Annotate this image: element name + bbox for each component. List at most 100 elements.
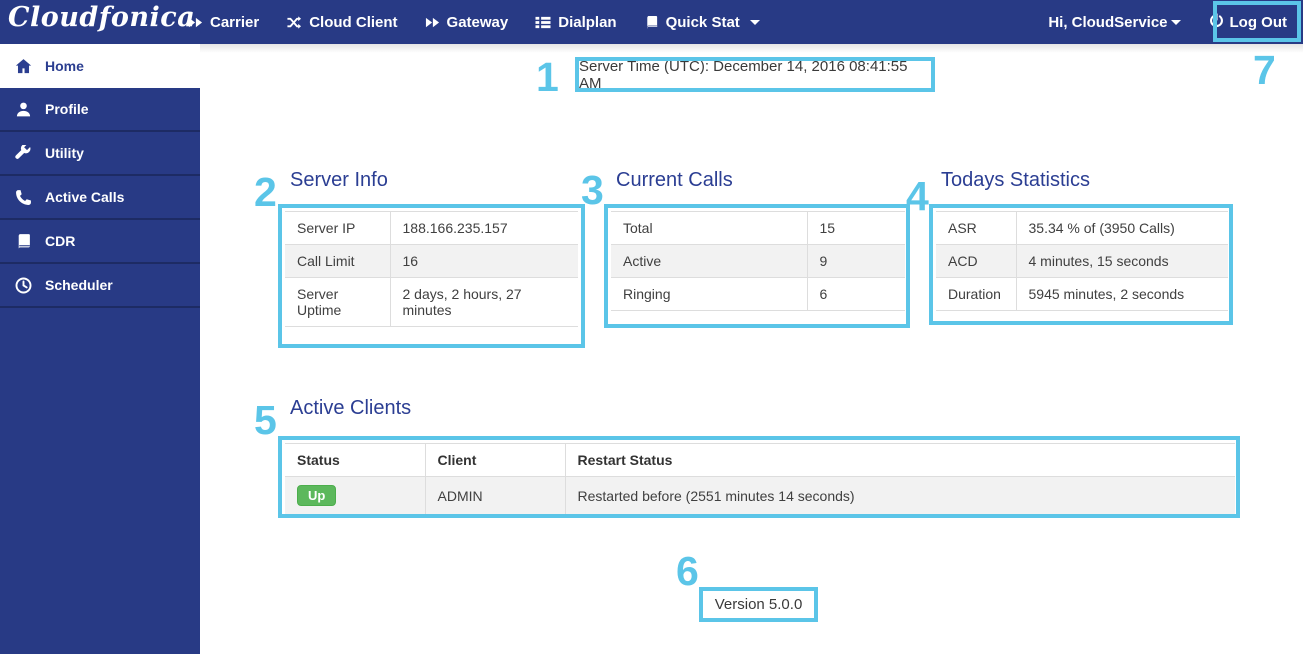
row-value: 4 minutes, 15 seconds xyxy=(1015,244,1228,278)
table-row: ASR 35.34 % of (3950 Calls) xyxy=(936,211,1228,245)
top-navbar: Cloudfonica Carrier Cloud Client Gateway xyxy=(0,0,1303,44)
client-name-cell: ADMIN xyxy=(424,476,565,515)
row-value: 15 xyxy=(806,211,905,245)
table-row: Call Limit 16 xyxy=(285,244,578,278)
navbar-shadow xyxy=(0,44,1303,53)
row-label: Server IP xyxy=(285,211,390,245)
annotation-number-6: 6 xyxy=(676,548,699,594)
sidebar-item-label: Profile xyxy=(45,101,89,117)
row-label: Active xyxy=(611,244,807,278)
sidebar-item-label: Active Calls xyxy=(45,189,125,205)
user-menu-label: Hi, CloudService xyxy=(1048,13,1168,31)
table-row: Total 15 xyxy=(611,211,905,245)
row-value: 16 xyxy=(389,244,578,278)
row-value: 5945 minutes, 2 seconds xyxy=(1015,277,1228,311)
phone-icon xyxy=(15,189,32,206)
table-row: Server IP 188.166.235.157 xyxy=(285,211,578,245)
table-row: Active 9 xyxy=(611,244,905,278)
table-row: ACD 4 minutes, 15 seconds xyxy=(936,244,1228,278)
nav-item-quick-stat[interactable]: Quick Stat xyxy=(644,14,760,31)
client-status-cell: Up xyxy=(285,476,425,515)
user-menu[interactable]: Hi, CloudService xyxy=(1048,13,1181,31)
row-value: 9 xyxy=(806,244,905,278)
current-calls-heading: Current Calls xyxy=(616,169,733,191)
column-header-status: Status xyxy=(285,443,425,477)
navbar-right: Hi, CloudService Log Out xyxy=(1048,0,1303,44)
list-icon xyxy=(535,15,551,30)
sidebar-item-label: Utility xyxy=(45,145,84,161)
navbar-menu: Carrier Cloud Client Gateway Dialplan xyxy=(188,0,760,44)
row-label: Call Limit xyxy=(285,244,390,278)
row-value: 2 days, 2 hours, 27 minutes xyxy=(389,277,578,327)
book-icon xyxy=(644,15,659,30)
table-row: Server Uptime 2 days, 2 hours, 27 minute… xyxy=(285,277,578,327)
home-icon xyxy=(15,58,32,75)
sidebar-item-label: CDR xyxy=(45,233,76,249)
chevron-down-icon xyxy=(749,19,760,25)
version-text: Version 5.0.0 xyxy=(714,596,803,613)
active-clients-table: Status Client Restart Status Up ADMIN Re… xyxy=(285,443,1235,515)
sidebar: Home Profile Utility Active Calls CDR xyxy=(0,44,200,654)
nav-item-cloud-client[interactable]: Cloud Client xyxy=(286,13,398,31)
power-icon xyxy=(1209,12,1224,32)
server-time-text: Server Time (UTC): December 14, 2016 08:… xyxy=(579,57,908,92)
nav-item-label: Quick Stat xyxy=(665,13,740,31)
row-value: 35.34 % of (3950 Calls) xyxy=(1015,211,1228,245)
sidebar-item-label: Scheduler xyxy=(45,277,113,293)
book-icon xyxy=(15,233,32,250)
annotation-number-5: 5 xyxy=(254,397,277,443)
annotation-number-1: 1 xyxy=(536,54,559,100)
sidebar-item-active-calls[interactable]: Active Calls xyxy=(0,176,200,220)
restart-status-cell: Restarted before (2551 minutes 14 second… xyxy=(564,476,1235,515)
server-info-heading: Server Info xyxy=(290,169,388,191)
row-value: 6 xyxy=(806,277,905,311)
column-header-client: Client xyxy=(424,443,565,477)
brand-logo[interactable]: Cloudfonica xyxy=(8,2,196,33)
row-label: Duration xyxy=(936,277,1016,311)
user-icon xyxy=(15,101,32,118)
nav-item-label: Cloud Client xyxy=(309,13,398,31)
row-label: ACD xyxy=(936,244,1016,278)
forward-icon xyxy=(188,15,203,30)
wrench-icon xyxy=(15,144,32,162)
annotation-number-3: 3 xyxy=(581,167,604,213)
column-header-restart-status: Restart Status xyxy=(564,443,1235,477)
nav-item-dialplan[interactable]: Dialplan xyxy=(535,13,617,31)
nav-item-label: Carrier xyxy=(210,13,260,31)
sidebar-item-scheduler[interactable]: Scheduler xyxy=(0,264,200,308)
current-calls-table: Total 15 Active 9 Ringing 6 xyxy=(611,211,905,311)
sidebar-item-label: Home xyxy=(45,58,84,74)
sidebar-item-utility[interactable]: Utility xyxy=(0,132,200,176)
nav-item-label: Gateway xyxy=(446,13,509,31)
server-info-table: Server IP 188.166.235.157 Call Limit 16 … xyxy=(285,211,578,327)
row-label: Server Uptime xyxy=(285,277,390,327)
annotation-number-2: 2 xyxy=(254,169,277,215)
annotation-number-4: 4 xyxy=(906,173,929,219)
sidebar-item-profile[interactable]: Profile xyxy=(0,88,200,132)
table-header-row: Status Client Restart Status xyxy=(285,443,1235,477)
annotation-number-7: 7 xyxy=(1253,47,1276,93)
status-badge: Up xyxy=(297,485,337,506)
logout-label: Log Out xyxy=(1229,13,1287,31)
shuffle-icon xyxy=(286,15,302,30)
sidebar-item-cdr[interactable]: CDR xyxy=(0,220,200,264)
table-row: Ringing 6 xyxy=(611,277,905,311)
row-value: 188.166.235.157 xyxy=(389,211,578,245)
table-row: Duration 5945 minutes, 2 seconds xyxy=(936,277,1228,311)
clock-icon xyxy=(15,277,32,294)
active-clients-heading: Active Clients xyxy=(290,397,412,419)
chevron-down-icon xyxy=(1170,19,1181,25)
table-row: Up ADMIN Restarted before (2551 minutes … xyxy=(285,476,1235,515)
row-label: ASR xyxy=(936,211,1016,245)
row-label: Ringing xyxy=(611,277,807,311)
todays-statistics-heading: Todays Statistics xyxy=(941,169,1090,191)
forward-icon xyxy=(425,15,440,30)
todays-statistics-table: ASR 35.34 % of (3950 Calls) ACD 4 minute… xyxy=(936,211,1228,311)
logout-button[interactable]: Log Out xyxy=(1209,12,1287,32)
sidebar-item-home[interactable]: Home xyxy=(0,44,200,88)
row-label: Total xyxy=(611,211,807,245)
nav-item-carrier[interactable]: Carrier xyxy=(188,14,259,31)
nav-item-label: Dialplan xyxy=(558,13,617,31)
nav-item-gateway[interactable]: Gateway xyxy=(425,13,509,31)
